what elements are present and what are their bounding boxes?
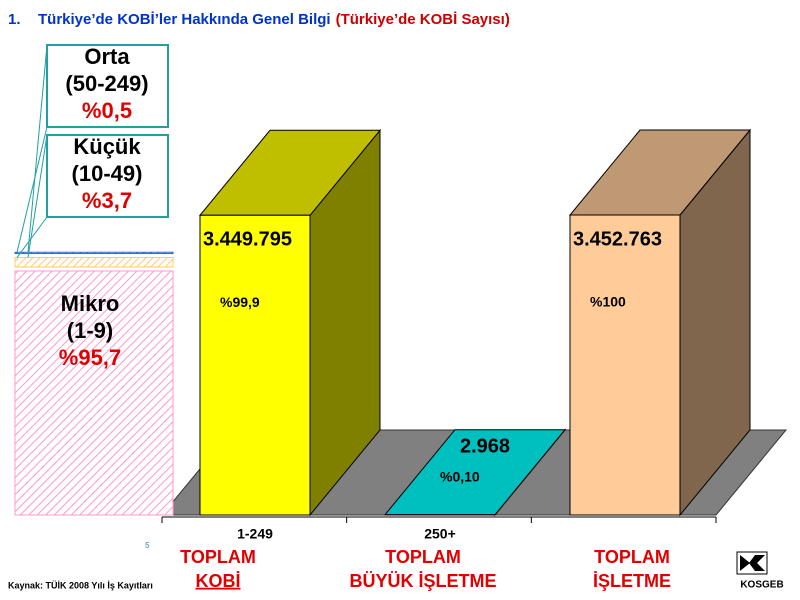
x-tick-label: 250+ <box>424 526 456 542</box>
breakdown-box <box>46 44 169 128</box>
breakdown-range: (10-49) <box>72 161 143 186</box>
connector <box>27 134 48 258</box>
bar-front <box>199 214 311 516</box>
group-label: İŞLETME <box>593 571 671 591</box>
title-text: Türkiye’de KOBİ’ler Hakkında Genel Bilgi <box>38 11 331 28</box>
x-tick-label: 1-249 <box>237 526 273 542</box>
logo-text: KOSGEB <box>740 580 783 591</box>
value-label: 3.452.763 <box>573 228 662 250</box>
share-label: %100 <box>590 294 626 310</box>
value-label: 2.968 <box>460 435 510 457</box>
value-label: 3.449.795 <box>203 229 292 251</box>
connector <box>16 216 48 258</box>
bar-front <box>569 214 681 516</box>
breakdown-label: %3,7 <box>82 188 132 213</box>
subtitle: (Türkiye’de KOBİ Sayısı) <box>336 11 510 28</box>
breakdown-label: %95,7 <box>59 345 121 370</box>
breakdown-box <box>46 134 169 218</box>
breakdown-range: (1-9) <box>67 318 113 343</box>
group-label: TOPLAM <box>180 547 256 567</box>
breakdown-range: (50-249) <box>65 71 148 96</box>
breakdown-segment <box>14 257 174 268</box>
bar <box>198 128 382 517</box>
group-label: TOPLAM <box>385 547 461 567</box>
share-label: %0,10 <box>440 469 480 485</box>
logo: KOSGEB <box>736 551 784 591</box>
breakdown-name: Küçük <box>73 134 141 159</box>
slide-number: 1. <box>8 11 21 28</box>
source: Kaynak: TÜİK 2008 Yılı İş Kayıtları <box>8 580 153 590</box>
share-label: %99,9 <box>220 294 260 310</box>
group-label: TOPLAM <box>594 547 670 567</box>
connector <box>16 126 48 253</box>
breakdown-segment <box>14 251 174 255</box>
bar <box>383 428 567 517</box>
title: Türkiye’de KOBİ’ler Hakkında Genel Bilgi… <box>38 11 510 28</box>
bar <box>568 128 752 517</box>
breakdown-name: Orta <box>84 44 130 69</box>
breakdown-name: Mikro <box>61 291 120 316</box>
page-number: 5 <box>145 541 150 550</box>
connector <box>27 44 48 253</box>
breakdown-segment <box>14 270 174 516</box>
breakdown-label: %0,5 <box>82 98 132 123</box>
group-label: BÜYÜK İŞLETME <box>349 571 496 591</box>
group-label: KOBİ <box>196 571 241 591</box>
